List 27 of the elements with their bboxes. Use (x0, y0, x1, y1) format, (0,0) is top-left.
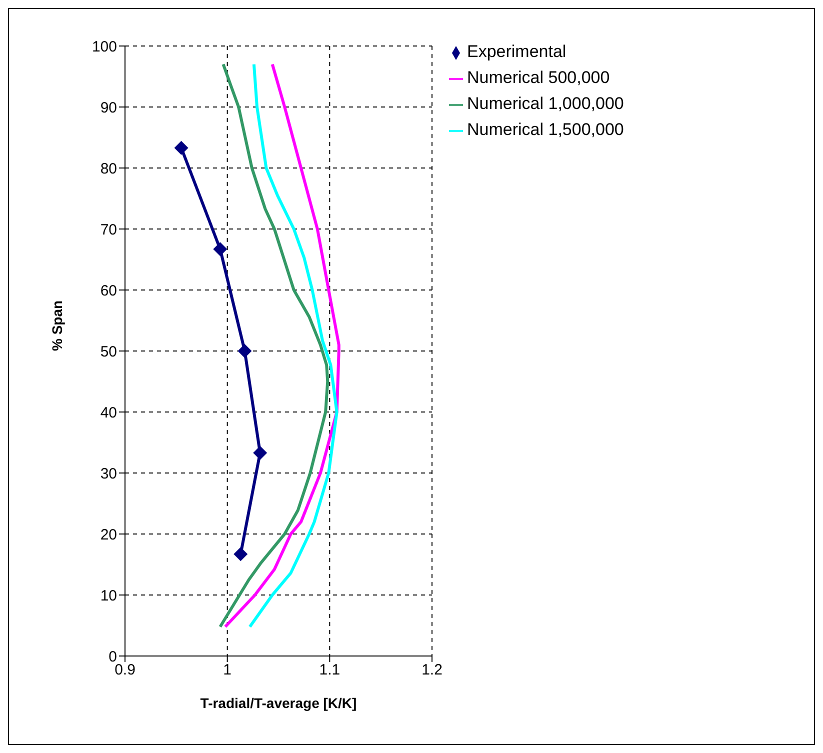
y-tick-label: 60 (100, 282, 117, 300)
point (213, 242, 228, 256)
y-tick-label: 90 (100, 99, 117, 116)
x-tick-label: 0.9 (114, 662, 136, 679)
x-tick-label: 1.2 (422, 662, 442, 679)
y-tick-label: 20 (100, 526, 117, 544)
legend-label: Numerical 500,000 (467, 68, 610, 87)
line-series (248, 62, 338, 628)
y-tick-label: 0 (108, 648, 117, 666)
y-tick-label: 100 (92, 38, 117, 56)
x-axis-title: T-radial/T-average [K/K] (200, 695, 357, 711)
point (253, 446, 268, 460)
legend-label: Numerical 1,500,000 (467, 120, 624, 139)
y-tick-label: 40 (100, 404, 117, 422)
legend-label: Numerical 1,000,000 (467, 94, 624, 113)
y-tick-label: 80 (100, 160, 117, 178)
y-tick-label: 30 (100, 465, 117, 482)
y-axis-title: % Span (48, 300, 65, 351)
y-tick-label: 70 (100, 221, 117, 238)
y-tick-label: 50 (100, 343, 117, 360)
legend-label: Experimental (467, 42, 566, 61)
y-tick-label: 10 (100, 587, 117, 604)
point (238, 344, 252, 358)
point (234, 547, 248, 562)
x-tick-label: 1.1 (319, 662, 340, 679)
point (174, 140, 188, 155)
x-tick-label: 1 (223, 662, 232, 679)
